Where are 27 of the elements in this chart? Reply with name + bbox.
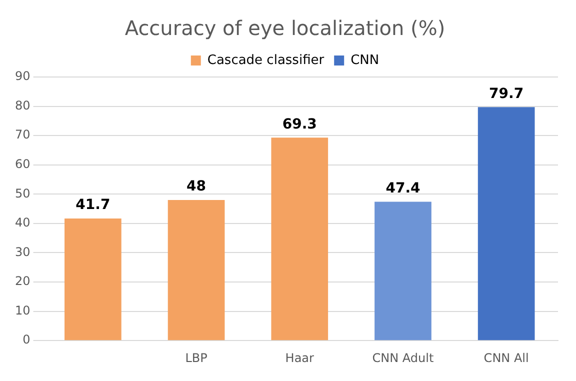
x-tick-label: CNN All [484,350,529,365]
x-tick-label: Haar [285,350,314,365]
data-label: 48 [186,178,206,195]
x-tick-label: LBP [185,350,208,365]
y-tick-label: 0 [22,332,30,347]
chart-title: Accuracy of eye localization (%) [124,16,446,40]
data-label: 79.7 [489,86,524,102]
y-tick-label: 90 [14,69,30,84]
y-tick-label: 80 [14,98,30,112]
y-tick-label: 10 [14,303,30,318]
y-tick-label: 50 [14,186,30,200]
y-tick-label: 40 [14,216,30,230]
bar [271,138,328,340]
bar [478,107,535,340]
data-label: 69.3 [282,116,317,132]
data-label: 47.4 [386,180,421,196]
legend-label: CNN [350,52,380,68]
bar [168,200,225,340]
y-tick-label: 60 [14,156,30,171]
y-tick-label: 70 [14,128,30,142]
legend-label: Cascade classifier [207,52,325,68]
y-tick-label: 30 [14,244,30,259]
bar [374,202,432,340]
data-label: 41.7 [76,197,110,214]
y-tick-label: 20 [14,274,30,288]
bar [64,218,122,340]
x-tick-label: CNN Adult [372,350,434,365]
